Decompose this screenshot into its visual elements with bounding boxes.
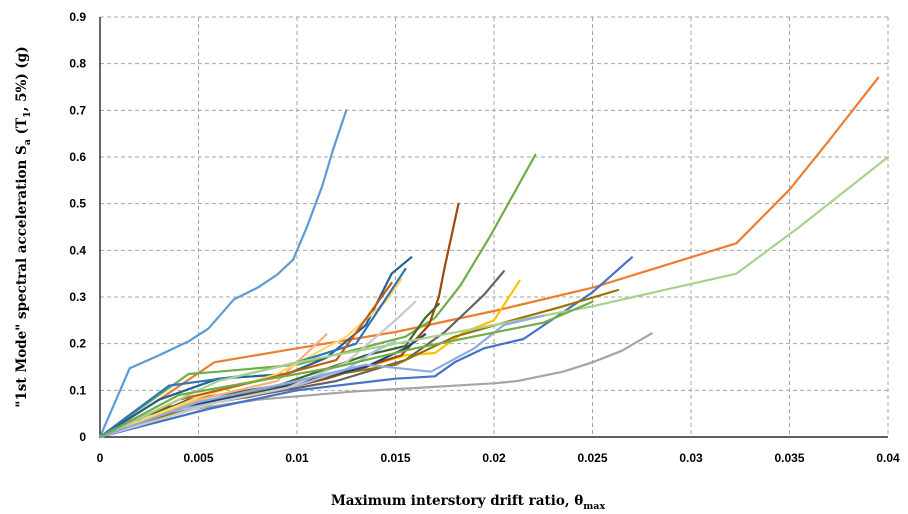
x-tick-label: 0.01 xyxy=(285,451,309,465)
x-axis-ticks: 0 0.005 0.01 0.015 0.02 0.025 0.03 0.035 0.04 xyxy=(97,451,900,465)
y-tick-label: 0.6 xyxy=(69,150,86,164)
y-tick-label: 0.7 xyxy=(69,103,86,117)
x-tick-label: 0 xyxy=(97,451,104,465)
x-tick-label: 0.02 xyxy=(482,451,506,465)
y-tick-label: 0 xyxy=(79,430,86,444)
series-line-6 xyxy=(98,153,537,439)
y-tick-label: 0.5 xyxy=(69,197,86,211)
y-tick-label: 0.2 xyxy=(69,337,86,351)
x-tick-label: 0.025 xyxy=(577,451,607,465)
gridlines xyxy=(100,16,889,437)
y-tick-label: 0.4 xyxy=(69,243,86,257)
series-line-15 xyxy=(98,300,417,439)
series-line-2 xyxy=(98,76,880,439)
series-line-19 xyxy=(98,155,890,439)
series-lines xyxy=(98,76,890,439)
plot-area xyxy=(99,17,888,438)
series-line-1 xyxy=(98,109,348,439)
x-tick-label: 0.005 xyxy=(183,451,213,465)
x-axis-title: Maximum interstory drift ratio, θmax xyxy=(331,493,606,512)
y-tick-label: 0.3 xyxy=(69,290,86,304)
x-tick-label: 0.035 xyxy=(774,451,804,465)
series-line-7 xyxy=(98,256,413,439)
series-line-20 xyxy=(98,314,545,439)
series-line-21 xyxy=(98,300,594,439)
series-line-3 xyxy=(98,332,653,439)
x-tick-label: 0.03 xyxy=(679,451,703,465)
y-axis-title: "1st Mode" spectral acceleration Sa (T1,… xyxy=(14,46,33,407)
y-tick-label: 0.1 xyxy=(69,383,86,397)
series-line-12 xyxy=(98,302,440,439)
y-axis-ticks: 0 0.1 0.2 0.3 0.4 0.5 0.6 0.7 0.8 0.9 xyxy=(69,10,86,444)
y-tick-label: 0.8 xyxy=(69,57,86,71)
series-line-16 xyxy=(98,278,403,439)
y-tick-label: 0.9 xyxy=(69,10,86,24)
x-tick-label: 0.015 xyxy=(380,451,410,465)
x-tick-label: 0.04 xyxy=(876,451,900,465)
